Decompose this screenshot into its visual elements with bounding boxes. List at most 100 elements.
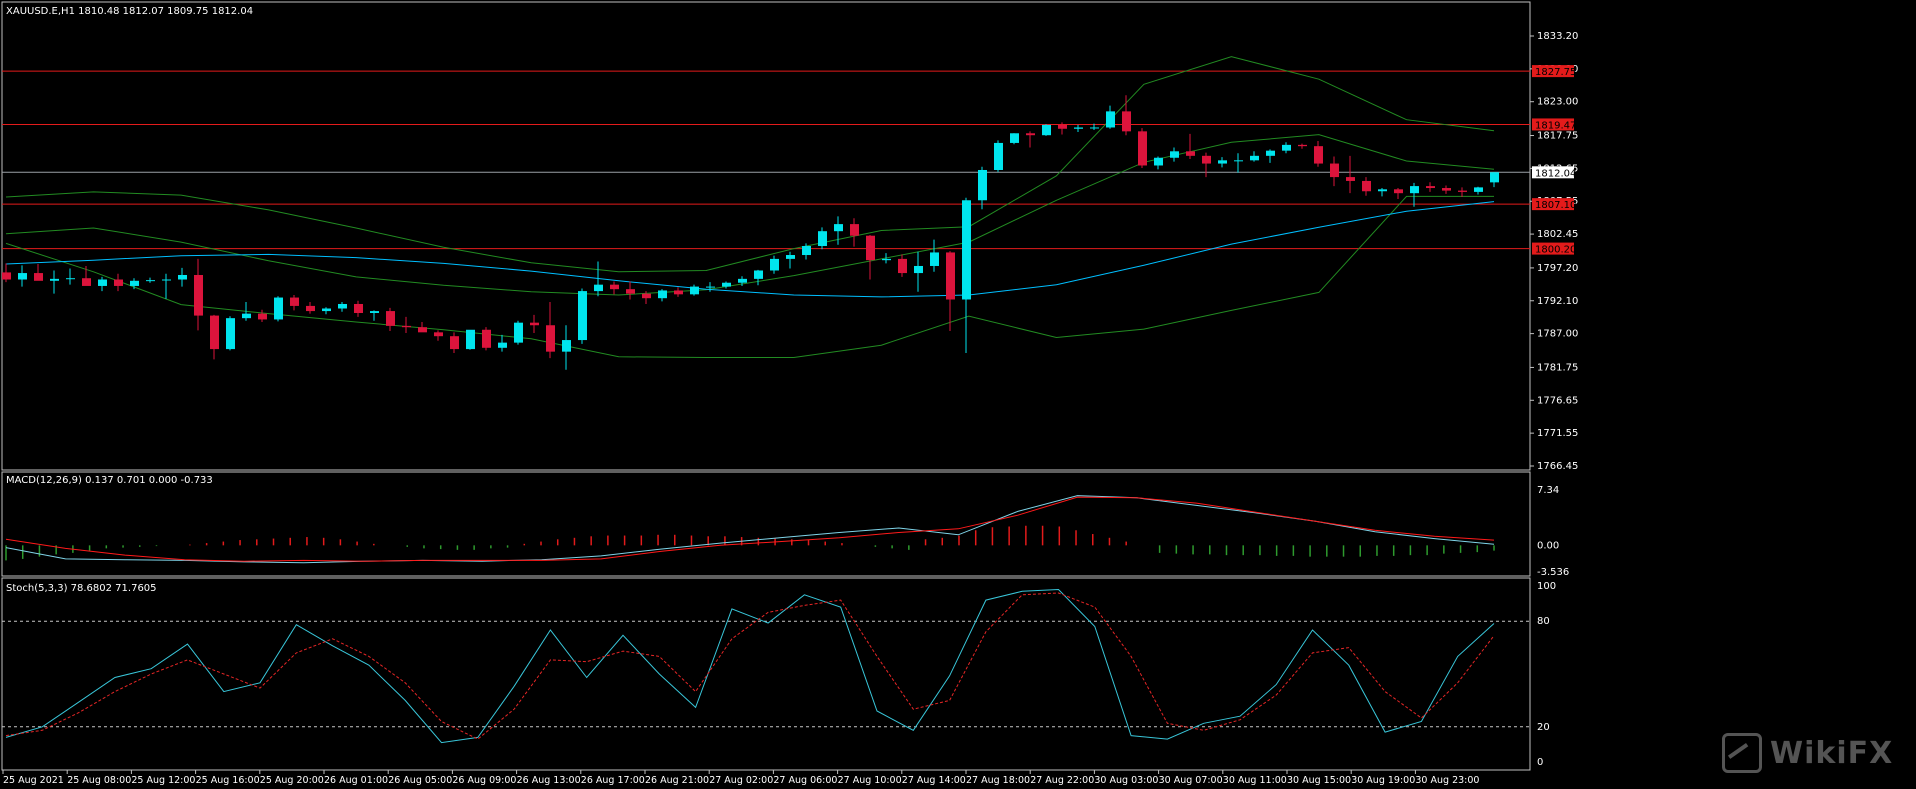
time-tick-label: 27 Aug 06:00 — [773, 775, 837, 786]
candle-body — [1090, 127, 1099, 129]
level-price-tag — [1532, 198, 1574, 211]
candle-body — [402, 325, 411, 328]
stoch-frame — [1, 577, 1531, 771]
stoch-signal-line — [5, 592, 1495, 740]
candle-body — [546, 325, 555, 352]
time-tick-label: 26 Aug 09:00 — [452, 775, 516, 786]
price-tick-label: 1776.65 — [1537, 395, 1578, 406]
candle-body — [706, 286, 715, 288]
candle-body — [754, 270, 763, 279]
candle-body — [178, 274, 187, 280]
time-tick-label: 30 Aug 15:00 — [1287, 775, 1351, 786]
time-tick-label: 30 Aug 19:00 — [1351, 775, 1415, 786]
time-tick-label: 25 Aug 12:00 — [131, 775, 195, 786]
time-tick-label: 26 Aug 05:00 — [388, 775, 452, 786]
candle-body — [946, 252, 955, 300]
time-tick-label: 30 Aug 07:00 — [1159, 775, 1223, 786]
candle-body — [914, 265, 923, 274]
time-tick-label: 27 Aug 14:00 — [902, 775, 966, 786]
price-panel[interactable] — [2, 56, 1530, 370]
macd-panel[interactable] — [5, 495, 1495, 564]
time-tick-label: 25 Aug 20:00 — [260, 775, 324, 786]
candle-body — [866, 235, 875, 261]
candle-body — [1026, 133, 1035, 136]
stoch-tick-label: 80 — [1537, 616, 1550, 627]
candle-body — [738, 278, 747, 283]
macd-header: MACD(12,26,9) 0.137 0.701 0.000 -0.733 — [6, 475, 213, 486]
candle-body — [1394, 189, 1403, 194]
candle-body — [322, 308, 331, 312]
candle-body — [930, 252, 939, 266]
watermark-text: WikiFX — [1770, 735, 1894, 771]
candle-body — [82, 278, 91, 286]
candle-body — [482, 329, 491, 348]
candle-body — [562, 340, 571, 352]
candle-body — [370, 311, 379, 314]
candle-body — [1010, 133, 1019, 143]
time-tick-label: 26 Aug 13:00 — [517, 775, 581, 786]
time-tick-label: 26 Aug 01:00 — [324, 775, 388, 786]
time-tick-label: 27 Aug 10:00 — [838, 775, 902, 786]
macd-tick-label: 0.00 — [1537, 540, 1559, 551]
candle-body — [658, 290, 667, 299]
time-tick-label: 25 Aug 2021 — [3, 775, 64, 786]
price-tick-label: 1797.20 — [1537, 263, 1578, 274]
candle-body — [626, 289, 635, 294]
candle-body — [1202, 155, 1211, 164]
candle-body — [18, 273, 27, 280]
time-tick-label: 27 Aug 02:00 — [709, 775, 773, 786]
candle-body — [1330, 163, 1339, 178]
candle-body — [290, 297, 299, 306]
time-tick-label: 25 Aug 08:00 — [67, 775, 131, 786]
stochastic-panel[interactable] — [2, 588, 1530, 744]
candle-body — [146, 280, 155, 282]
candle-body — [274, 297, 283, 320]
candle-body — [1442, 188, 1451, 191]
candle-body — [498, 342, 507, 348]
candle-body — [1122, 111, 1131, 132]
macd-frame — [1, 471, 1531, 577]
candle-body — [210, 315, 219, 350]
wikifx-logo-icon — [1722, 733, 1762, 773]
stoch-tick-label: 100 — [1537, 581, 1556, 592]
axes-layer: 1833.201828.101823.001817.751812.651807.… — [2, 31, 1578, 786]
bollinger-upper-line — [5, 56, 1495, 273]
candle-body — [882, 258, 891, 261]
candle-body — [66, 278, 75, 280]
candle-body — [2, 272, 11, 280]
time-tick-label: 27 Aug 18:00 — [966, 775, 1030, 786]
candle-body — [674, 290, 683, 295]
level-price-label: 1827.75 — [1535, 67, 1576, 78]
candle-body — [1410, 186, 1419, 194]
candle-body — [162, 279, 171, 281]
time-tick-label: 30 Aug 03:00 — [1094, 775, 1158, 786]
candle-body — [898, 258, 907, 274]
candle-body — [194, 274, 203, 316]
price-tick-label: 1823.00 — [1537, 97, 1578, 108]
candle-body — [1042, 124, 1051, 136]
time-tick-label: 27 Aug 22:00 — [1030, 775, 1094, 786]
price-tick-label: 1833.20 — [1537, 31, 1578, 42]
bollinger-lower-line — [5, 195, 1494, 358]
macd-signal-line — [5, 496, 1495, 562]
candle-body — [690, 286, 699, 295]
candle-body — [114, 279, 123, 286]
price-tick-label: 1817.75 — [1537, 131, 1578, 142]
candle-body — [130, 280, 139, 286]
candle-body — [834, 224, 843, 232]
candle-body — [1250, 155, 1259, 161]
macd-main-line — [5, 495, 1495, 564]
time-tick-label: 26 Aug 21:00 — [645, 775, 709, 786]
candle-body — [1458, 190, 1467, 192]
time-tick-label: 30 Aug 11:00 — [1223, 775, 1287, 786]
level-price-tag — [1532, 118, 1574, 131]
candle-body — [306, 305, 315, 312]
time-tick-label: 26 Aug 17:00 — [581, 775, 645, 786]
stoch-tick-label: 0 — [1537, 757, 1543, 768]
macd-tick-label: 7.34 — [1537, 485, 1559, 496]
wikifx-watermark: WikiFX — [1722, 725, 1902, 781]
stoch-main-line — [5, 588, 1495, 744]
current-price-label: 1812.04 — [1535, 168, 1576, 179]
current-price-tag — [1532, 166, 1574, 179]
price-tick-label: 1771.55 — [1537, 428, 1578, 439]
